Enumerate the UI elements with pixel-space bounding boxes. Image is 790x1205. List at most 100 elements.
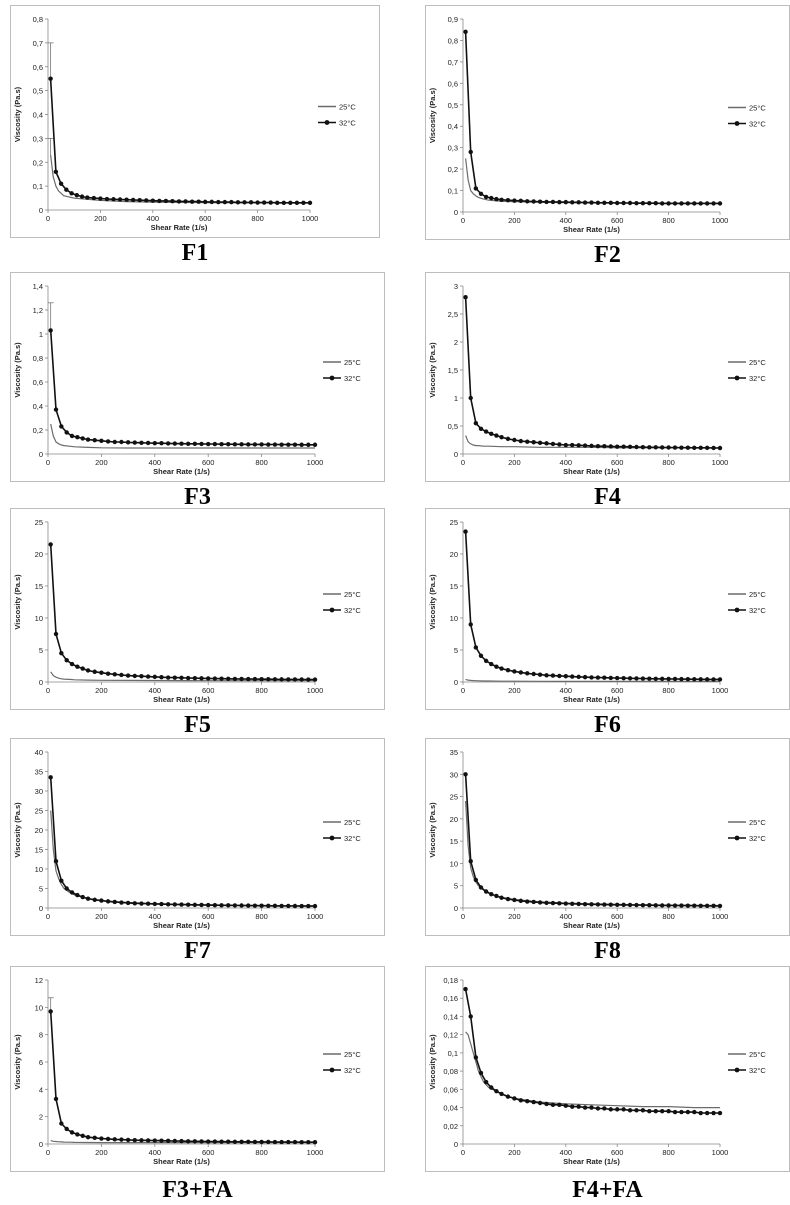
y-tick-label: 0,7: [33, 39, 43, 48]
data-point: [685, 201, 691, 206]
data-point: [653, 903, 658, 908]
data-point: [499, 1091, 504, 1097]
y-tick-label: 0,18: [443, 976, 458, 985]
data-point: [621, 902, 626, 908]
series-line: [50, 671, 315, 682]
x-tick-label: 400: [149, 912, 162, 921]
data-point: [602, 1106, 607, 1111]
y-tick-label: 2: [454, 338, 458, 347]
data-point: [112, 1137, 117, 1142]
data-point: [312, 1140, 318, 1145]
series-line: [465, 800, 721, 907]
data-point: [104, 196, 110, 202]
y-axis-title: Viscosity (Pa.s): [13, 1034, 22, 1090]
data-point: [48, 775, 53, 780]
y-tick-label: 1: [39, 330, 43, 339]
data-point: [99, 670, 104, 675]
y-tick-label: 25: [35, 518, 43, 527]
series-32-c: [463, 986, 723, 1116]
chart-caption: F3+FA: [162, 1177, 233, 1203]
chart-panel-f6: 0 5 10 15 20 25 0 200 400 600 800 1000 Shear Rate (1…: [425, 508, 790, 740]
x-tick-label: 800: [662, 686, 675, 695]
series-32-c: [47, 42, 313, 206]
y-tick-label: 10: [35, 614, 43, 623]
legend-marker: [734, 1067, 740, 1073]
data-point: [53, 407, 59, 412]
data-point: [292, 1139, 298, 1145]
x-axis-title: Shear Rate (1/s): [563, 225, 620, 234]
data-point: [239, 1139, 244, 1145]
data-point: [59, 651, 64, 656]
data-point: [299, 903, 304, 909]
data-point: [518, 198, 524, 204]
x-tick-label: 800: [662, 216, 675, 225]
data-point: [239, 676, 244, 682]
data-point: [145, 901, 151, 906]
y-tick-label: 3: [454, 282, 458, 291]
y-tick-label: 0,7: [448, 58, 458, 67]
x-tick-label: 0: [461, 686, 465, 695]
data-point: [698, 445, 703, 451]
data-point: [165, 902, 171, 907]
y-tick-label: 0: [39, 1140, 43, 1149]
data-point: [473, 1055, 479, 1060]
series-25-c: [465, 678, 720, 682]
data-point: [512, 198, 517, 203]
x-tick-label: 800: [255, 686, 268, 695]
data-point: [286, 1139, 291, 1145]
data-point: [252, 676, 258, 682]
data-point: [463, 295, 468, 300]
x-tick-label: 600: [202, 686, 215, 695]
legend: 25°C 32°C: [323, 358, 361, 383]
series-line: [464, 774, 720, 907]
data-point: [98, 196, 103, 201]
data-point: [145, 674, 151, 679]
chart-caption: F5: [184, 712, 211, 738]
x-tick-label: 0: [461, 1148, 465, 1157]
data-point: [537, 199, 543, 204]
y-tick-label: 0,5: [448, 101, 458, 110]
data-point: [647, 676, 652, 681]
legend-label: 32°C: [339, 119, 356, 128]
data-point: [595, 200, 601, 205]
data-point: [64, 658, 69, 663]
data-point: [279, 903, 284, 909]
x-tick-label: 800: [662, 912, 675, 921]
data-point: [219, 1139, 224, 1144]
data-point: [209, 199, 214, 205]
x-tick-label: 1000: [712, 912, 729, 921]
data-point: [692, 1109, 697, 1115]
data-point: [226, 903, 231, 908]
data-point: [189, 199, 195, 204]
data-point: [531, 671, 536, 677]
data-point: [666, 676, 671, 682]
series-line: [49, 777, 315, 907]
y-tick-label: 5: [39, 646, 43, 655]
chart-area: [10, 508, 385, 710]
data-point: [306, 1140, 311, 1145]
data-point: [292, 903, 298, 909]
x-tick-label: 800: [255, 458, 268, 467]
data-point: [582, 1105, 588, 1110]
data-point: [152, 674, 157, 680]
data-point: [621, 200, 626, 206]
data-point: [634, 1108, 639, 1113]
data-point: [698, 1110, 703, 1116]
series-line: [49, 78, 310, 204]
data-point: [659, 201, 665, 206]
x-tick-label: 1000: [307, 686, 324, 695]
data-point: [299, 677, 304, 682]
chart-caption: F4: [594, 484, 621, 510]
data-point: [139, 440, 144, 446]
data-point: [268, 200, 273, 205]
data-point: [286, 903, 291, 909]
data-point: [266, 677, 271, 682]
y-tick-label: 10: [450, 614, 458, 623]
y-tick-label: 0,2: [33, 158, 43, 167]
x-tick-label: 200: [94, 214, 107, 223]
data-point: [531, 899, 536, 905]
data-point: [292, 677, 298, 682]
series-line: [49, 330, 315, 446]
y-tick-label: 2: [39, 1113, 43, 1122]
data-point: [279, 1139, 284, 1145]
